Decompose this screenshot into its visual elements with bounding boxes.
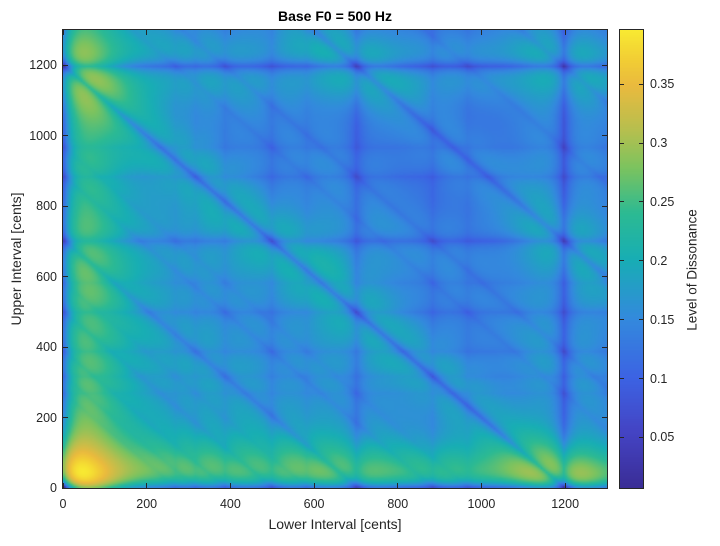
- y-tick-mark: [602, 487, 607, 489]
- colorbar-tick-mark: [620, 436, 624, 438]
- x-tick-mark: [146, 30, 148, 35]
- colorbar-tick-mark: [639, 436, 643, 438]
- colorbar-tick-mark: [639, 378, 643, 379]
- colorbar-tick-mark: [620, 260, 624, 262]
- y-tick-mark: [63, 417, 68, 419]
- x-tick-label: 400: [219, 497, 241, 511]
- y-tick-label: 800: [36, 199, 57, 214]
- x-tick-mark: [62, 483, 64, 488]
- y-tick-mark: [63, 135, 68, 137]
- y-tick-label: 0: [50, 481, 57, 495]
- x-tick-mark: [313, 483, 315, 488]
- colorbar-tick-mark: [639, 260, 643, 262]
- x-tick-label: 200: [136, 497, 158, 511]
- colorbar-tick-label: 0.3: [650, 136, 668, 151]
- colorbar-label: Level of Dissonance: [684, 209, 700, 331]
- x-tick-mark: [564, 483, 566, 488]
- colorbar-gradient-canvas: [620, 30, 643, 488]
- colorbar: [619, 29, 644, 489]
- colorbar-tick-mark: [639, 319, 643, 321]
- colorbar-tick-label: 0.15: [650, 312, 675, 327]
- y-tick-mark: [602, 205, 607, 207]
- y-tick-mark: [602, 417, 607, 419]
- y-tick-mark: [63, 276, 68, 278]
- colorbar-tick-label: 0.2: [650, 253, 668, 268]
- y-tick-mark: [602, 276, 607, 278]
- colorbar-tick-mark: [639, 142, 643, 144]
- x-tick-mark: [480, 483, 482, 488]
- x-tick-mark: [564, 30, 566, 35]
- colorbar-tick-mark: [639, 201, 643, 203]
- x-tick-mark: [313, 30, 315, 35]
- x-tick-label: 0: [59, 497, 67, 511]
- x-tick-label: 1000: [467, 497, 496, 511]
- colorbar-tick-label: 0.35: [650, 77, 675, 92]
- y-tick-mark: [63, 346, 68, 348]
- y-tick-label: 400: [36, 340, 57, 355]
- y-tick-mark: [63, 487, 68, 489]
- y-tick-mark: [602, 346, 607, 348]
- y-tick-label: 200: [36, 410, 57, 425]
- x-tick-mark: [146, 483, 148, 488]
- colorbar-tick-label: 0.25: [650, 194, 675, 209]
- colorbar-tick-mark: [639, 83, 643, 85]
- x-tick-label: 1200: [551, 497, 580, 511]
- colorbar-tick-mark: [620, 319, 624, 321]
- y-tick-mark: [63, 205, 68, 207]
- x-tick-mark: [229, 30, 231, 35]
- colorbar-tick-mark: [620, 201, 624, 203]
- y-tick-label: 600: [36, 269, 57, 284]
- x-tick-mark: [397, 483, 399, 488]
- x-axis-label: Lower Interval [cents]: [268, 516, 402, 532]
- colorbar-tick-mark: [620, 83, 624, 85]
- colorbar-tick-label: 0.05: [650, 430, 675, 445]
- heatmap-canvas: [63, 30, 607, 488]
- x-tick-mark: [229, 483, 231, 488]
- y-tick-mark: [63, 64, 68, 66]
- y-tick-mark: [602, 135, 607, 137]
- plot-area: [62, 29, 608, 489]
- y-tick-mark: [602, 64, 607, 66]
- chart-title: Base F0 = 500 Hz: [277, 8, 392, 24]
- x-tick-mark: [62, 30, 64, 35]
- x-tick-label: 600: [303, 497, 325, 511]
- y-tick-label: 1200: [29, 58, 57, 73]
- colorbar-tick-mark: [620, 378, 624, 379]
- x-tick-label: 800: [387, 497, 409, 511]
- y-tick-label: 1000: [29, 128, 57, 143]
- colorbar-tick-mark: [620, 142, 624, 144]
- x-tick-mark: [397, 30, 399, 35]
- x-tick-mark: [480, 30, 482, 35]
- colorbar-tick-label: 0.1: [650, 371, 668, 386]
